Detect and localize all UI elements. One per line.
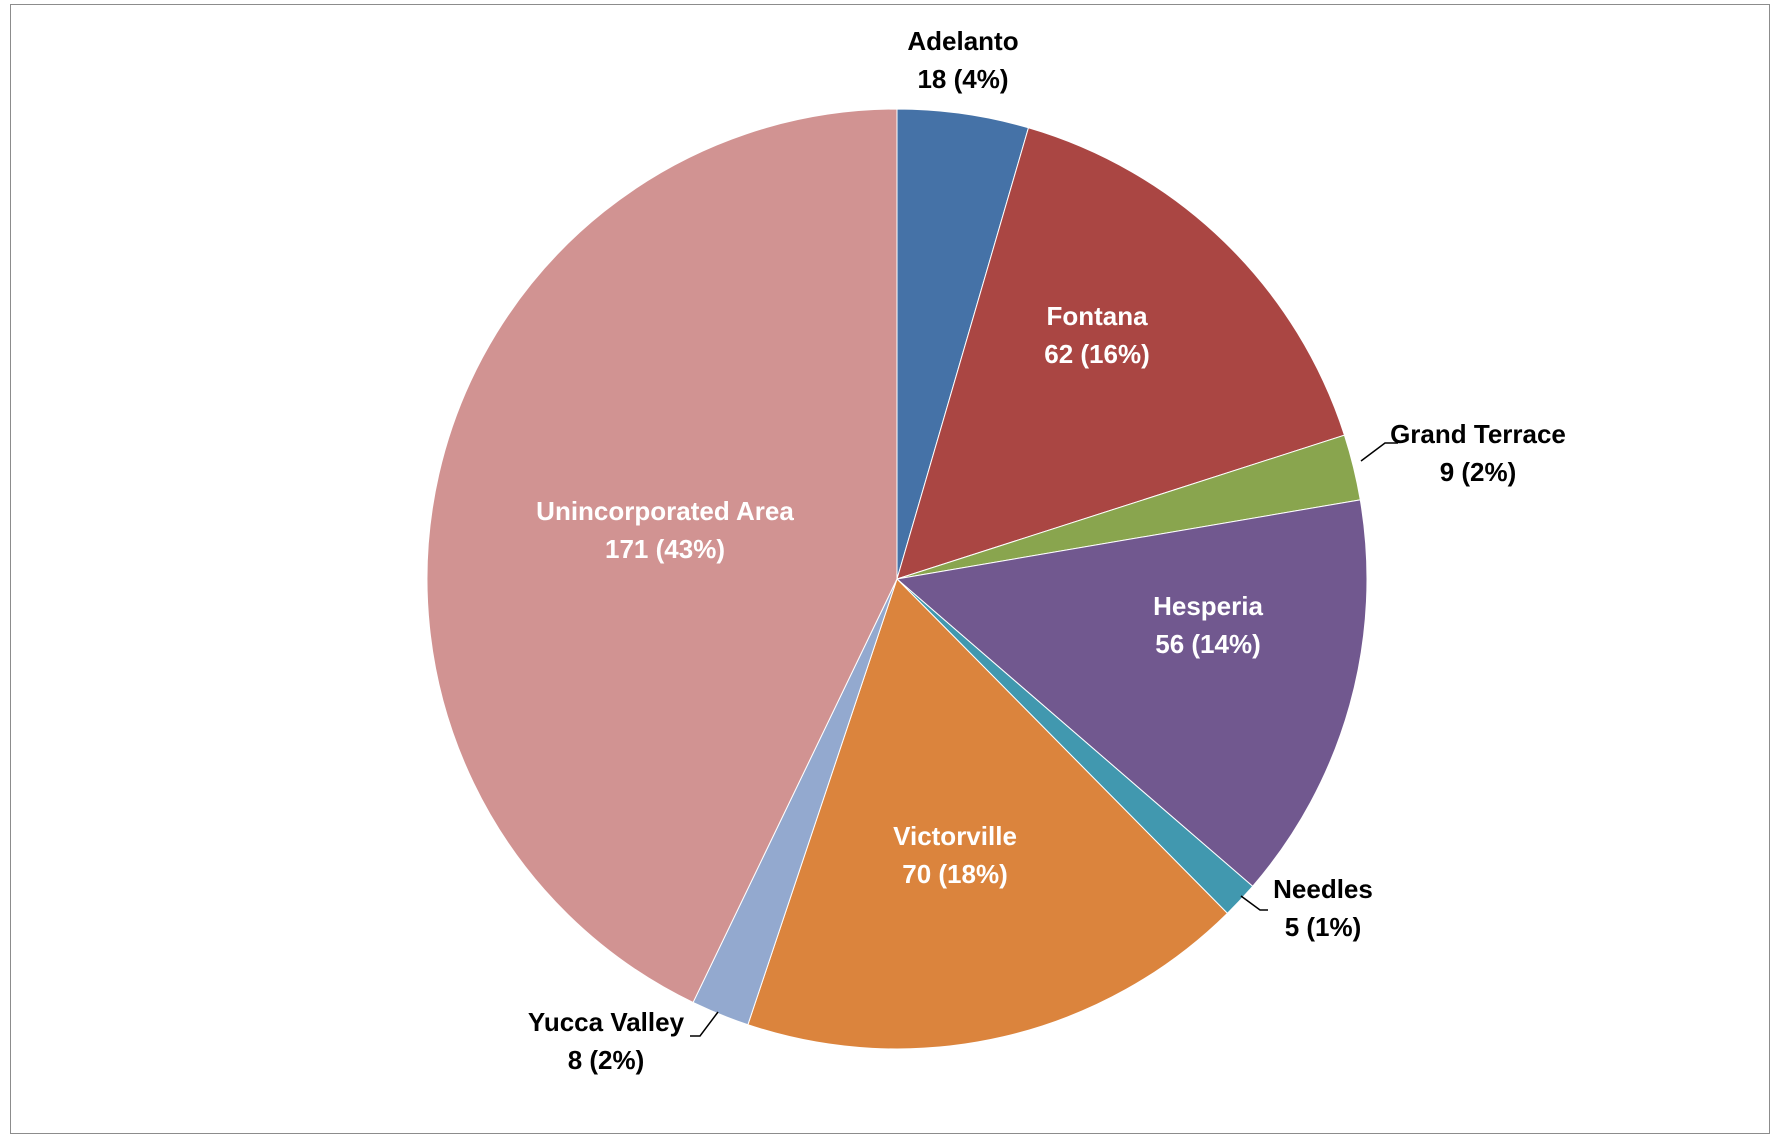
label-value-needles: 5 (1%) xyxy=(1285,912,1362,942)
slice-labels: Adelanto 18 (4%) Fontana 62 (16%) Grand Terr… xyxy=(528,26,1566,1075)
label-value-unincorporated-area: 171 (43%) xyxy=(605,534,725,564)
label-name-hesperia: Hesperia xyxy=(1153,591,1263,621)
label-name-grand-terrace: Grand Terrace xyxy=(1390,419,1566,449)
pie-slices xyxy=(426,108,1368,1050)
slice-victorville xyxy=(747,578,1229,1050)
slice-unincorporated-area xyxy=(426,108,898,1004)
label-value-adelanto: 18 (4%) xyxy=(917,64,1008,94)
label-value-grand-terrace: 9 (2%) xyxy=(1440,457,1517,487)
label-value-yucca-valley: 8 (2%) xyxy=(568,1045,645,1075)
leader-yucca-valley xyxy=(690,1011,719,1037)
leader-lines xyxy=(690,442,1398,1037)
label-value-fontana: 62 (16%) xyxy=(1044,339,1150,369)
label-name-victorville: Victorville xyxy=(893,821,1017,851)
label-name-adelanto: Adelanto xyxy=(907,26,1018,56)
leader-needles xyxy=(1240,895,1268,911)
label-value-hesperia: 56 (14%) xyxy=(1155,629,1261,659)
label-name-unincorporated-area: Unincorporated Area xyxy=(536,496,794,526)
leader-grand-terrace xyxy=(1360,442,1398,462)
slice-hesperia xyxy=(895,499,1368,887)
label-name-needles: Needles xyxy=(1273,874,1373,904)
label-value-victorville: 70 (18%) xyxy=(902,859,1008,889)
label-name-fontana: Fontana xyxy=(1046,301,1148,331)
label-name-yucca-valley: Yucca Valley xyxy=(528,1007,685,1037)
slice-fontana xyxy=(896,127,1346,580)
